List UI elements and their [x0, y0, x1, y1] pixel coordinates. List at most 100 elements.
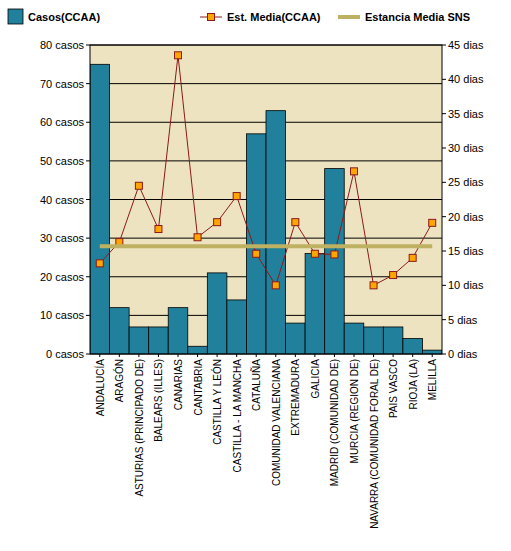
tick-label: 40 dias [448, 73, 484, 85]
tick [86, 160, 90, 161]
marker [155, 226, 162, 233]
marker [272, 282, 279, 289]
tick [236, 354, 237, 357]
tick [442, 354, 446, 355]
category-label: MADRID (COMUNIDAD DE) [329, 359, 340, 486]
tick [354, 354, 355, 357]
category-label: COMUNIDAD VALENCIANA [271, 359, 282, 486]
tick [86, 45, 90, 46]
tick-label: 50 casos [40, 155, 85, 167]
bar [110, 308, 130, 354]
category-label: ANDALUCÍA [94, 359, 106, 417]
category-label: ASTURIAS (PRINCIPADO DE) [134, 359, 145, 497]
tick [138, 354, 139, 357]
tick [442, 113, 446, 114]
category-label: CATALUÑA [250, 359, 262, 411]
bar [364, 327, 384, 354]
tick-label: 70 casos [40, 78, 85, 90]
tick-label: 30 dias [448, 142, 484, 154]
category-label: MELILLA [427, 359, 438, 400]
tick [334, 354, 335, 357]
bar [207, 273, 227, 354]
tick [393, 354, 394, 357]
category-label: PAIS VASCO [388, 359, 399, 418]
tick-label: 80 casos [40, 39, 85, 51]
marker [214, 219, 221, 226]
plot-frame [90, 45, 442, 354]
tick-label: 5 dias [448, 314, 478, 326]
category-label: CASTILLA - LA MANCHA [232, 359, 243, 473]
marker [429, 219, 436, 226]
marker [351, 168, 358, 175]
marker [194, 234, 201, 241]
category-label: MURCIA (REGION DE) [349, 359, 360, 463]
tick-label: 30 casos [40, 232, 85, 244]
bar [286, 323, 306, 354]
legend-swatch [338, 15, 360, 19]
tick [412, 354, 413, 357]
tick [442, 182, 446, 183]
grid-line [90, 83, 442, 84]
bar [168, 308, 188, 354]
tick-label: 35 dias [448, 108, 484, 120]
tick [86, 122, 90, 123]
tick [119, 354, 120, 357]
chart: 0 casos 10 casos 20 casos 30 casos 40 casos 5… [0, 0, 511, 551]
marker [135, 182, 142, 189]
tick-label: 10 casos [40, 309, 85, 321]
category-label: CANTABRIA [193, 359, 204, 416]
tick [86, 238, 90, 239]
bar [344, 323, 364, 354]
category-label: GALICIA [310, 359, 321, 399]
tick [442, 45, 446, 46]
tick [442, 79, 446, 80]
tick [86, 83, 90, 84]
marker [331, 251, 338, 258]
tick [373, 354, 374, 357]
tick-label: 25 dias [448, 176, 484, 188]
bar [90, 64, 110, 354]
tick [99, 354, 100, 357]
legend-label: Est. Media(CCAA) [227, 11, 321, 23]
tick [314, 354, 315, 357]
tick [86, 199, 90, 200]
marker [370, 282, 377, 289]
legend-marker [208, 14, 215, 21]
marker [292, 219, 299, 226]
tick [442, 148, 446, 149]
tick [442, 319, 446, 320]
tick [442, 216, 446, 217]
tick-label: 60 casos [40, 116, 85, 128]
tick [178, 354, 179, 357]
category-label: ARAGÓN [113, 359, 125, 402]
marker [253, 250, 260, 257]
tick-label: 0 casos [46, 348, 84, 360]
tick [197, 354, 198, 357]
bar [305, 254, 325, 354]
bar [227, 300, 247, 354]
legend-swatch [8, 9, 23, 24]
line [100, 244, 432, 248]
tick [256, 354, 257, 357]
marker [311, 250, 318, 257]
tick [86, 315, 90, 316]
tick [158, 354, 159, 357]
legend-label: Casos(CCAA) [28, 11, 100, 23]
category-label: NAVARRA (COMUNIDAD FORAL DE) [369, 359, 380, 529]
category-label: CANARIAS [173, 359, 184, 410]
tick-label: 40 casos [40, 194, 85, 206]
category-label: BALEARS (ILLES) [153, 359, 164, 442]
tick [442, 285, 446, 286]
tick-label: 0 dias [448, 348, 478, 360]
tick-label: 20 casos [40, 271, 85, 283]
marker [233, 193, 240, 200]
category-label: RIOJA (LA) [408, 359, 419, 410]
category-label: CASTILLA Y LEÓN [211, 359, 223, 445]
plot-area [90, 45, 442, 354]
tick-label: 45 dias [448, 39, 484, 51]
marker [409, 254, 416, 261]
bar [129, 327, 149, 354]
line [100, 55, 432, 285]
bar [266, 111, 286, 354]
tick-label: 15 dias [448, 245, 484, 257]
